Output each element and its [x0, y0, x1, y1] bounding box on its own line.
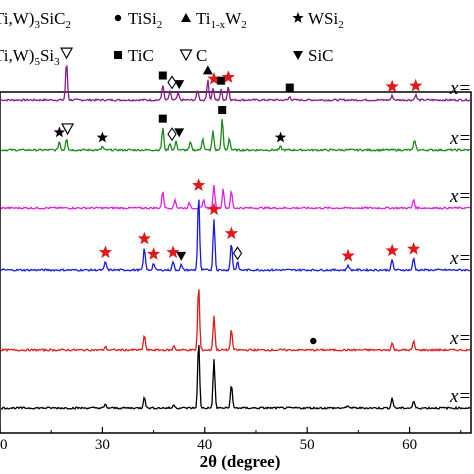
phase-markers: [53, 47, 423, 345]
diamond-open-marker: [167, 75, 177, 90]
triangle-down-marker: [174, 80, 185, 90]
square-marker: [218, 106, 227, 115]
triangle-down-marker: [174, 128, 185, 138]
star-red-marker: [192, 178, 206, 191]
triangle-down-open-marker: [179, 49, 193, 62]
series-label: x=: [449, 248, 471, 269]
legend-entry: C: [196, 46, 207, 65]
diamond-open-marker: [232, 246, 243, 261]
legend: Ti,W)3SiC2 TiSi2 Ti1-xW2 WSi2 Ti,W)5Si3 TiC C S…: [0, 9, 344, 68]
star-red-marker: [166, 245, 180, 259]
star-red-marker: [341, 248, 355, 262]
series-label: x=: [449, 386, 471, 407]
triangle-down-marker: [176, 251, 187, 261]
star-red-marker: [137, 231, 151, 245]
star-red-marker: [146, 247, 161, 260]
series-label: x=: [449, 328, 471, 349]
series-label: x=: [449, 186, 471, 207]
series-label: x=: [449, 78, 471, 99]
star-marker: [96, 131, 109, 143]
star-red-marker: [221, 70, 235, 83]
x-tick-label: 30: [95, 437, 110, 453]
triangle-down-marker: [293, 51, 303, 60]
star-marker: [53, 126, 66, 138]
series-trace: [0, 184, 471, 211]
star-marker: [274, 131, 287, 143]
legend-entry: TiSi2: [128, 9, 162, 31]
star-red-marker: [385, 79, 399, 93]
square-marker: [114, 51, 122, 59]
x-axis: 20 30 40 50 60: [0, 427, 462, 453]
series-trace: [0, 289, 471, 353]
x-tick-label: 60: [402, 437, 417, 453]
x-tick-label: 40: [197, 437, 212, 453]
square-marker: [217, 76, 226, 85]
square-marker: [285, 83, 294, 92]
triangle-down-open-marker: [60, 47, 74, 60]
traces: x= x= x= x= x= x=: [0, 64, 471, 411]
star-red-marker: [207, 202, 221, 216]
star-red-marker: [385, 243, 399, 257]
circle-marker: [114, 14, 122, 22]
star-red-marker: [224, 226, 239, 240]
square-marker: [158, 71, 167, 80]
series-trace: [0, 119, 471, 153]
series-trace: [0, 199, 471, 273]
diamond-open-marker: [167, 127, 177, 142]
star-marker: [292, 12, 304, 23]
star-red-marker: [98, 245, 113, 259]
legend-entry: Ti,W)3SiC2: [0, 9, 71, 31]
square-marker: [158, 114, 167, 123]
legend-entry: Ti,W)5Si3: [0, 46, 60, 68]
x-tick-label: 50: [300, 437, 315, 453]
triangle-down-open-marker: [61, 123, 75, 136]
x-tick-label: 20: [0, 437, 8, 453]
legend-entry: TiC: [128, 46, 154, 65]
star-red-marker: [407, 242, 421, 255]
series-label: x=: [449, 128, 471, 149]
series-trace: [0, 64, 471, 102]
triangle-up-marker: [181, 13, 191, 22]
legend-entry: SiC: [308, 46, 334, 65]
series-trace: [0, 345, 471, 411]
legend-entry: Ti1-xW2: [196, 9, 247, 31]
plot-frame: [0, 91, 472, 434]
triangle-up-marker: [202, 65, 213, 75]
circle-marker: [310, 337, 317, 345]
x-axis-title: 2θ (degree): [200, 452, 281, 471]
star-red-marker: [207, 72, 221, 85]
star-red-marker: [409, 78, 423, 92]
legend-entry: WSi2: [308, 9, 344, 31]
